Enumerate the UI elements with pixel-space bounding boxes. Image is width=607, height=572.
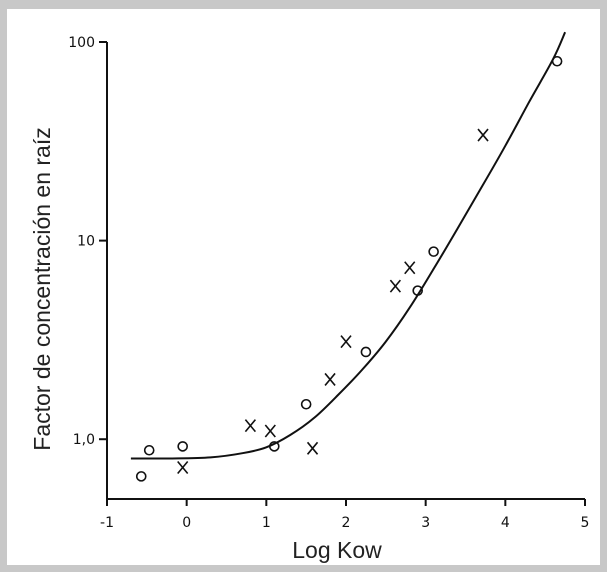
circle-point bbox=[412, 285, 424, 296]
data-marks bbox=[135, 55, 563, 482]
x-tick-label: 1 bbox=[262, 515, 271, 531]
cross-point bbox=[306, 441, 319, 455]
circle-point bbox=[268, 441, 280, 452]
x-axis-title: Log Kow bbox=[292, 537, 382, 563]
cross-point bbox=[404, 261, 416, 275]
chart-frame: -1 0 1 2 3 4 5 1,0 10 100 Log Kow Factor de conce… bbox=[7, 9, 600, 565]
cross-point bbox=[264, 424, 276, 438]
x-tick-label: 3 bbox=[421, 515, 430, 531]
y-tick-label: 100 bbox=[68, 35, 95, 51]
y-tick-label: 10 bbox=[77, 234, 95, 250]
fit-curve bbox=[130, 31, 567, 460]
cross-point bbox=[244, 419, 257, 433]
cross-point bbox=[389, 279, 402, 293]
ticks: -1 0 1 2 3 4 5 1,0 10 100 bbox=[68, 35, 589, 531]
circle-point bbox=[551, 55, 563, 67]
cross-point bbox=[177, 461, 189, 475]
circle-point bbox=[143, 444, 155, 456]
circle-point bbox=[300, 398, 312, 410]
x-tick-label: 0 bbox=[182, 515, 191, 531]
x-tick-label: 2 bbox=[342, 515, 351, 531]
circle-point bbox=[177, 441, 188, 452]
cross-point bbox=[324, 372, 336, 386]
cross-point bbox=[477, 128, 489, 142]
y-axis-title: Factor de concentración en raíz bbox=[29, 127, 55, 450]
chart-svg: -1 0 1 2 3 4 5 1,0 10 100 Log Kow Factor de conce… bbox=[29, 31, 589, 563]
circle-point bbox=[360, 346, 372, 358]
circle-point bbox=[428, 246, 439, 257]
x-tick-label: 4 bbox=[501, 515, 510, 531]
circle-point bbox=[135, 471, 147, 482]
x-tick-label: -1 bbox=[100, 515, 114, 531]
axes bbox=[106, 42, 585, 500]
cross-point bbox=[340, 335, 352, 349]
x-tick-label: 5 bbox=[581, 515, 590, 531]
y-tick-label: 1,0 bbox=[73, 432, 95, 448]
